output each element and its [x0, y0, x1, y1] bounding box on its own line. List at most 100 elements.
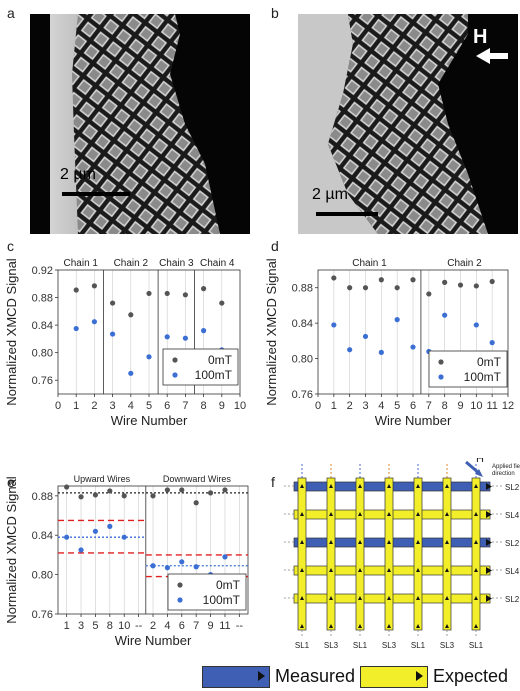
x-tick-label: 9 [457, 400, 463, 412]
point-0mT [489, 278, 495, 285]
row-label: SL2 [505, 539, 520, 548]
x-tick-label: 1 [64, 620, 70, 632]
point-100mT [150, 563, 156, 569]
y-tick-label: 0.84 [32, 530, 53, 542]
x-tick-label: 6 [410, 400, 416, 412]
legend-box [428, 350, 508, 388]
point-0mT [331, 275, 337, 281]
legend-expected-label: Expected [433, 666, 509, 686]
y-axis-label: Normalized XMCD Signal [4, 476, 19, 623]
point-0mT [457, 282, 464, 288]
point-0mT [107, 488, 113, 494]
row-label: SL2 [505, 595, 520, 604]
column-arrow [358, 512, 362, 516]
point-0mT [378, 277, 384, 283]
column-arrow [445, 624, 449, 628]
y-tick-label: 0.76 [32, 609, 53, 621]
x-axis-label: Wire Number [115, 633, 192, 648]
point-0mT [182, 292, 188, 298]
x-tick-label: 4 [128, 400, 134, 412]
legend-marker [438, 374, 444, 380]
legend-box [162, 348, 239, 386]
column-arrow [445, 484, 449, 488]
x-tick-label: 4 [378, 400, 384, 412]
panel-label-e: e [7, 474, 15, 490]
legend-label: 100mT [464, 370, 502, 384]
x-tick-label: 4 [164, 620, 170, 632]
y-tick-label: 0.88 [32, 293, 53, 305]
column-arrow [387, 512, 391, 516]
x-tick-label: 7 [193, 620, 199, 632]
x-tick-label: 9 [208, 620, 214, 632]
point-100mT [110, 331, 116, 337]
point-0mT [110, 300, 116, 306]
x-tick-label: 2 [91, 400, 97, 412]
point-0mT [362, 285, 369, 291]
column-arrow [474, 568, 478, 572]
column-label: SL3 [440, 641, 455, 650]
point-0mT [164, 487, 170, 493]
x-tick-label: 5 [394, 400, 400, 412]
column-arrow [300, 596, 304, 600]
point-100mT [362, 333, 369, 340]
column-label: SL1 [411, 641, 426, 650]
x-tick-label: 8 [107, 620, 113, 632]
point-0mT [207, 490, 214, 496]
column-arrow [329, 596, 333, 600]
column-label: SL3 [382, 641, 397, 650]
point-0mT [73, 287, 79, 293]
point-100mT [331, 322, 337, 328]
y-tick-label: 0.84 [292, 318, 313, 330]
chain-label: Chain 4 [200, 258, 235, 269]
y-tick-label: 0.88 [292, 283, 313, 295]
point-100mT [146, 354, 152, 360]
x-tick-label: 10 [118, 620, 130, 632]
x-tick-label: 2 [150, 620, 156, 632]
point-0mT [426, 291, 432, 297]
point-100mT [64, 534, 70, 540]
x-tick-label: 10 [470, 400, 482, 412]
chain-label: Chain 3 [159, 258, 194, 269]
point-100mT [473, 322, 479, 328]
column-arrow [329, 568, 333, 572]
x-tick-label: 3 [362, 400, 368, 412]
y-tick-label: 0.92 [32, 265, 53, 277]
row-label: SL4 [505, 567, 520, 576]
wire-array-diagram: SL2 SL4 SL2 SL4 SL2 SL1 SL3 SL1 SL3 SL1 SL3 SL1 H App… [284, 458, 520, 650]
field-label: H [476, 458, 484, 465]
point-0mT [179, 487, 185, 493]
chain-label: Chain 1 [64, 258, 99, 269]
point-0mT [128, 312, 134, 318]
bar-arrow [486, 483, 492, 490]
chart-c: Chain 1 Chain 2 Chain 3 Chain 4 0.76 0.80 0.84… [4, 258, 246, 428]
y-tick-label: 0.76 [32, 375, 53, 387]
expected-column [355, 477, 365, 631]
point-100mT [179, 559, 185, 565]
legend-marker [172, 372, 178, 378]
legend-marker [172, 357, 178, 363]
x-tick-label: 6 [164, 400, 170, 412]
expected-column [442, 477, 452, 631]
x-tick-label: 0 [55, 400, 61, 412]
x-tick-label: 11 [486, 400, 497, 412]
micrograph-b-image [298, 14, 518, 234]
panel-label-b: b [271, 5, 279, 21]
micrograph-a: 2 µm [30, 14, 250, 234]
x-tick-label: 7 [182, 400, 188, 412]
column-arrow [445, 568, 449, 572]
column-arrow [329, 624, 333, 628]
field-note: Applied field [492, 464, 520, 470]
x-tick-label: 7 [426, 400, 432, 412]
column-label: SL1 [469, 641, 484, 650]
legend-label: 0mT [208, 353, 233, 367]
point-100mT [410, 344, 416, 350]
column-arrow [416, 512, 420, 516]
point-0mT [150, 493, 156, 499]
column-label: SL3 [324, 641, 339, 650]
legend-measured-arrow [258, 671, 265, 681]
column-arrow [445, 540, 449, 544]
point-100mT [489, 340, 495, 346]
column-arrow [300, 512, 304, 516]
point-100mT [201, 328, 207, 334]
point-0mT [347, 285, 353, 291]
